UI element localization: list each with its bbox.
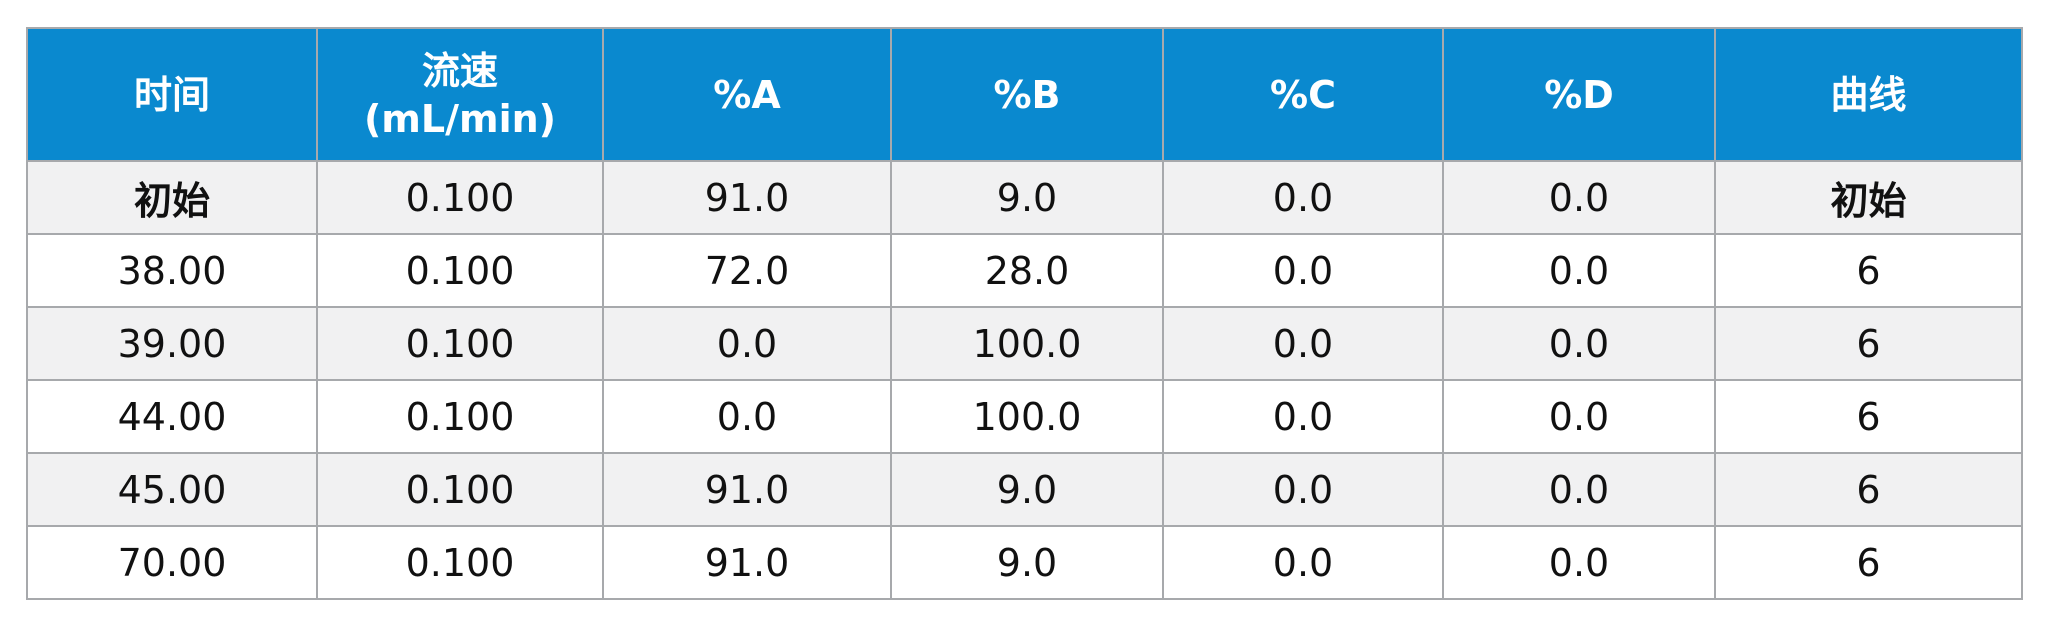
- header-flow-rate: 流速 (mL/min): [316, 27, 604, 162]
- cell-percent-d: 0.0: [1442, 160, 1716, 235]
- cell-percent-d: 0.0: [1442, 452, 1716, 527]
- header-percent-a: %A: [602, 27, 892, 162]
- header-time: 时间: [26, 27, 318, 162]
- cell-flow-rate: 0.100: [316, 452, 604, 527]
- cell-time: 39.00: [26, 306, 318, 381]
- cell-time: 44.00: [26, 379, 318, 454]
- table-row: 初始 0.100 91.0 9.0 0.0 0.0 初始: [26, 160, 2023, 235]
- cell-curve: 6: [1714, 525, 2023, 600]
- table-row: 39.00 0.100 0.0 100.0 0.0 0.0 6: [26, 306, 2023, 381]
- cell-percent-d: 0.0: [1442, 379, 1716, 454]
- cell-curve: 初始: [1714, 160, 2023, 235]
- cell-percent-b: 100.0: [890, 306, 1164, 381]
- header-percent-c-label: %C: [1270, 72, 1336, 117]
- cell-percent-c: 0.0: [1162, 160, 1444, 235]
- gradient-table-container: 时间 流速 (mL/min) %A %B %C %D 曲线 初始 0.100 91…: [26, 27, 2023, 600]
- header-flow-rate-label: 流速: [421, 48, 498, 93]
- cell-percent-d: 0.0: [1442, 306, 1716, 381]
- cell-curve: 6: [1714, 452, 2023, 527]
- cell-percent-c: 0.0: [1162, 233, 1444, 308]
- cell-flow-rate: 0.100: [316, 233, 604, 308]
- cell-percent-a: 72.0: [602, 233, 892, 308]
- cell-curve: 6: [1714, 379, 2023, 454]
- cell-percent-d: 0.0: [1442, 233, 1716, 308]
- cell-percent-b: 28.0: [890, 233, 1164, 308]
- header-percent-d: %D: [1442, 27, 1716, 162]
- header-curve: 曲线: [1714, 27, 2023, 162]
- cell-percent-a: 91.0: [602, 525, 892, 600]
- header-flow-rate-unit: (mL/min): [363, 96, 557, 141]
- header-percent-a-label: %A: [713, 72, 781, 117]
- cell-curve: 6: [1714, 306, 2023, 381]
- cell-curve: 6: [1714, 233, 2023, 308]
- header-percent-c: %C: [1162, 27, 1444, 162]
- table-row: 38.00 0.100 72.0 28.0 0.0 0.0 6: [26, 233, 2023, 308]
- header-time-label: 时间: [133, 72, 210, 117]
- cell-percent-a: 91.0: [602, 452, 892, 527]
- gradient-table: 时间 流速 (mL/min) %A %B %C %D 曲线 初始 0.100 91…: [26, 27, 2023, 600]
- cell-time: 45.00: [26, 452, 318, 527]
- cell-flow-rate: 0.100: [316, 160, 604, 235]
- cell-flow-rate: 0.100: [316, 525, 604, 600]
- cell-time: 初始: [26, 160, 318, 235]
- cell-percent-c: 0.0: [1162, 379, 1444, 454]
- table-row: 70.00 0.100 91.0 9.0 0.0 0.0 6: [26, 525, 2023, 600]
- header-row: 时间 流速 (mL/min) %A %B %C %D 曲线: [26, 27, 2023, 162]
- cell-percent-d: 0.0: [1442, 525, 1716, 600]
- header-percent-b: %B: [890, 27, 1164, 162]
- cell-percent-b: 9.0: [890, 525, 1164, 600]
- table-header: 时间 流速 (mL/min) %A %B %C %D 曲线: [26, 27, 2023, 162]
- cell-percent-b: 9.0: [890, 160, 1164, 235]
- cell-time: 38.00: [26, 233, 318, 308]
- cell-percent-c: 0.0: [1162, 452, 1444, 527]
- header-percent-b-label: %B: [993, 72, 1061, 117]
- cell-percent-c: 0.0: [1162, 306, 1444, 381]
- header-curve-label: 曲线: [1830, 72, 1907, 117]
- cell-flow-rate: 0.100: [316, 379, 604, 454]
- cell-percent-a: 0.0: [602, 306, 892, 381]
- cell-percent-a: 0.0: [602, 379, 892, 454]
- cell-percent-a: 91.0: [602, 160, 892, 235]
- table-row: 44.00 0.100 0.0 100.0 0.0 0.0 6: [26, 379, 2023, 454]
- table-body: 初始 0.100 91.0 9.0 0.0 0.0 初始 38.00 0.100…: [26, 160, 2023, 600]
- table-row: 45.00 0.100 91.0 9.0 0.0 0.0 6: [26, 452, 2023, 527]
- cell-flow-rate: 0.100: [316, 306, 604, 381]
- cell-time: 70.00: [26, 525, 318, 600]
- cell-percent-b: 100.0: [890, 379, 1164, 454]
- cell-percent-c: 0.0: [1162, 525, 1444, 600]
- header-percent-d-label: %D: [1544, 72, 1614, 117]
- cell-percent-b: 9.0: [890, 452, 1164, 527]
